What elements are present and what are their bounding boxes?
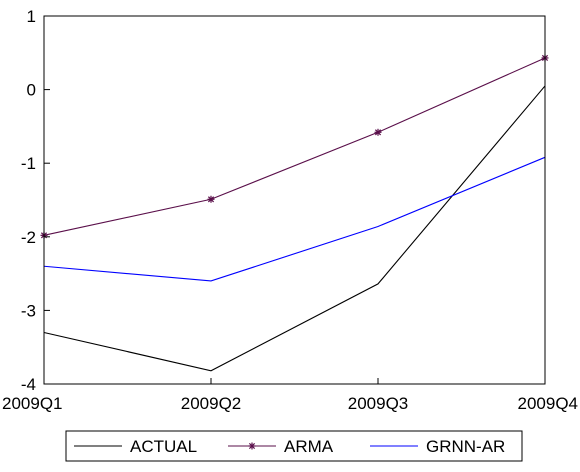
legend-entry-grnn-ar: GRNN-AR bbox=[370, 437, 505, 456]
series-line-actual bbox=[43, 85, 546, 372]
y-tick-label: -4 bbox=[21, 375, 36, 394]
legend-box bbox=[65, 430, 523, 462]
legend: ACTUAL ARMA GRNN-AR bbox=[65, 430, 523, 462]
series-line-arma bbox=[43, 57, 546, 236]
y-tick-label: -3 bbox=[21, 301, 36, 320]
legend-marker bbox=[248, 442, 256, 450]
plot-frame bbox=[43, 15, 546, 385]
legend-entry-arma: ARMA bbox=[228, 437, 334, 456]
x-tick-label: 2009Q3 bbox=[348, 394, 409, 413]
series-grnn-ar bbox=[43, 156, 546, 282]
series-layer bbox=[40, 54, 549, 372]
x-axis: 2009Q1 2009Q2 2009Q3 2009Q4 bbox=[2, 378, 578, 413]
y-tick-label: 0 bbox=[27, 81, 36, 100]
y-tick-label: 1 bbox=[27, 7, 36, 26]
y-axis: -4 -3 -2 -1 0 1 bbox=[21, 7, 50, 394]
y-tick-label: -1 bbox=[21, 154, 36, 173]
legend-label: ACTUAL bbox=[130, 437, 197, 456]
data-point-arma bbox=[374, 128, 382, 136]
data-point-arma bbox=[207, 195, 215, 203]
x-tick-label: 2009Q1 bbox=[2, 394, 63, 413]
x-tick-label: 2009Q4 bbox=[518, 394, 579, 413]
legend-label: ARMA bbox=[284, 437, 334, 456]
legend-entry-actual: ACTUAL bbox=[74, 437, 197, 456]
x-tick-label: 2009Q2 bbox=[181, 394, 242, 413]
series-line-grnn-ar bbox=[43, 156, 546, 282]
y-tick-label: -2 bbox=[21, 228, 36, 247]
legend-label: GRNN-AR bbox=[426, 437, 505, 456]
series-actual bbox=[43, 85, 546, 372]
